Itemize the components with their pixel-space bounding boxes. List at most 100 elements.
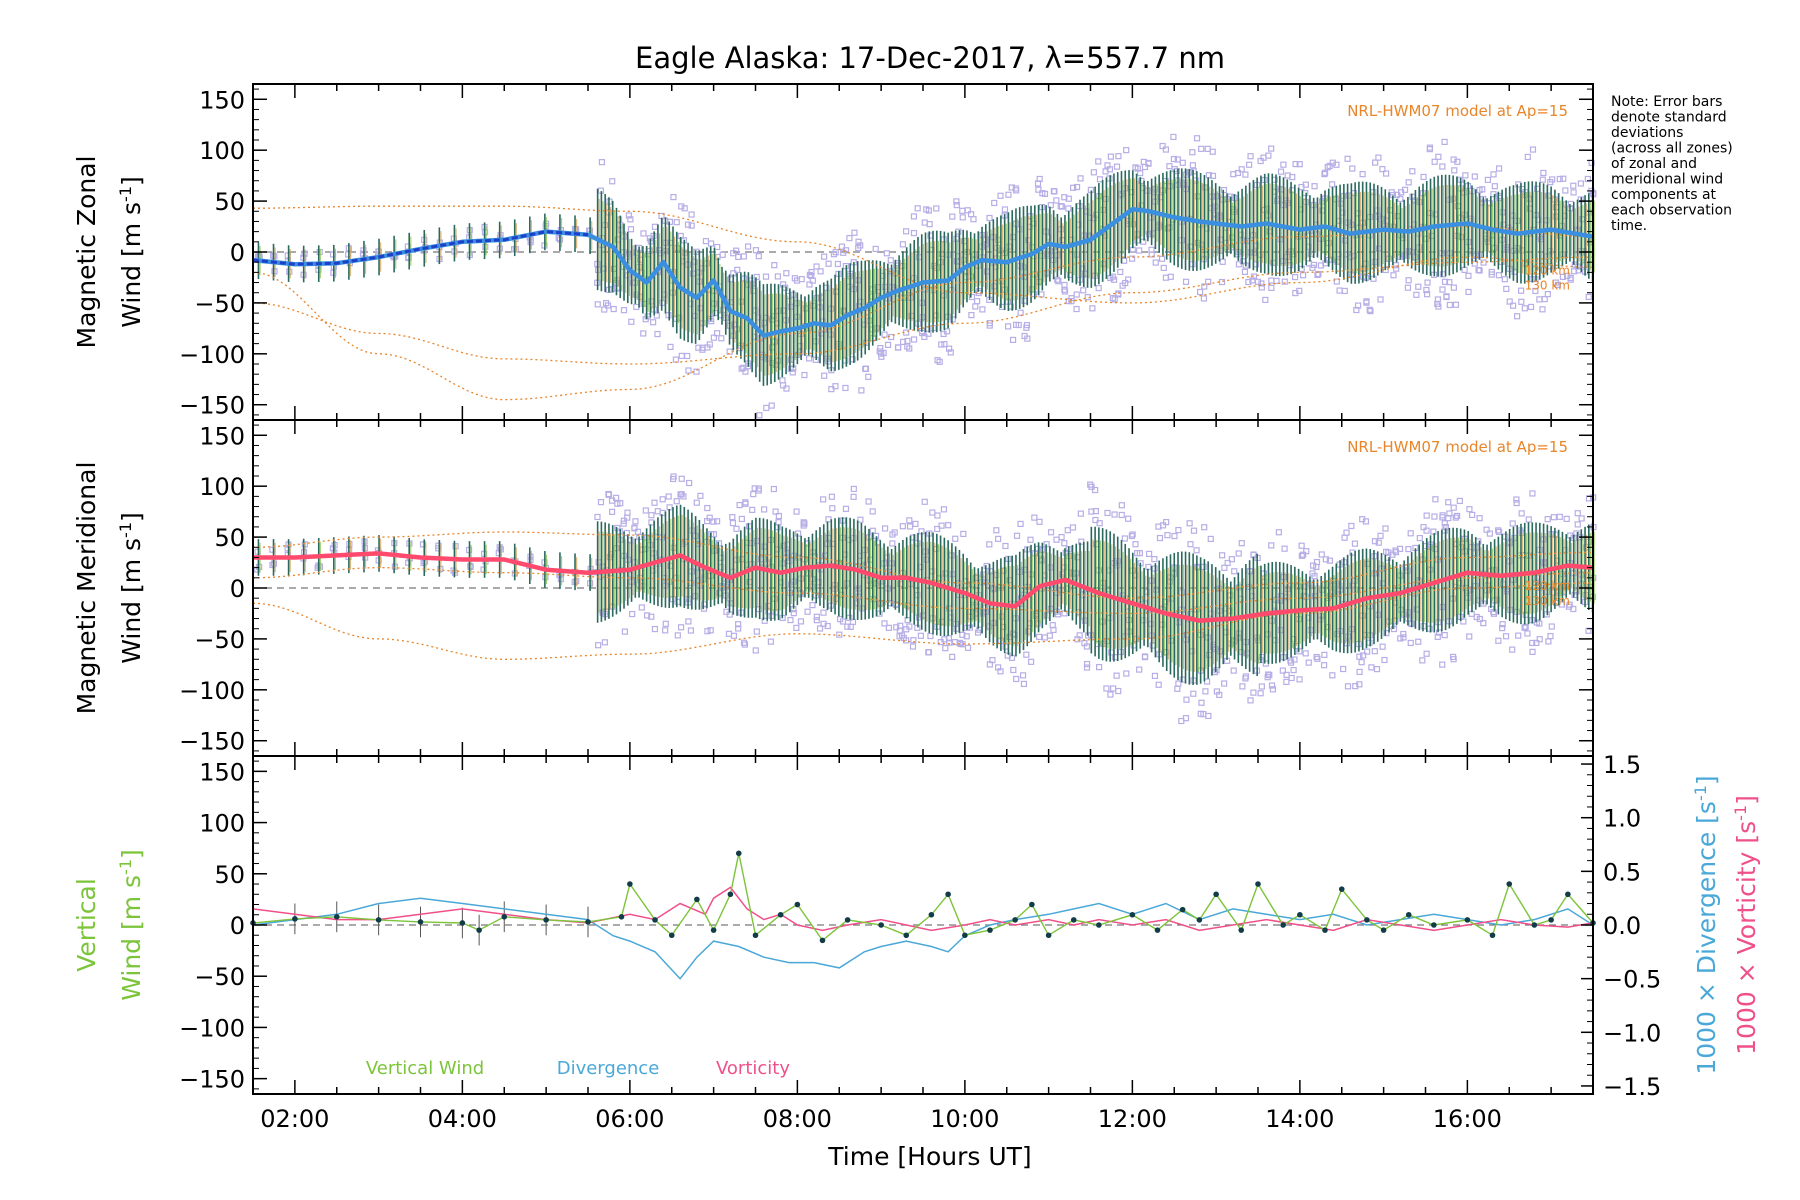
scatter-point xyxy=(693,499,700,506)
scatter-point xyxy=(1416,534,1423,542)
scatter-point xyxy=(1125,515,1132,522)
y2-divergence-label: 1000 × Divergence [s-1] xyxy=(1691,775,1722,1074)
scatter-point xyxy=(648,519,655,526)
scatter-point xyxy=(1020,680,1028,688)
scatter-point xyxy=(1529,639,1536,647)
x-tick-label: 02:00 xyxy=(260,1105,329,1133)
scatter-point xyxy=(1400,630,1407,638)
scatter-point xyxy=(1283,678,1290,686)
vertical-wind-point xyxy=(417,919,424,925)
scatter-point xyxy=(934,512,941,519)
x-tick-label: 04:00 xyxy=(428,1105,497,1133)
scatter-point xyxy=(1021,297,1028,304)
scatter-point xyxy=(605,490,612,498)
scatter-point xyxy=(734,266,741,273)
scatter-point xyxy=(1563,515,1570,522)
scatter-point xyxy=(1486,530,1493,537)
scatter-point xyxy=(872,245,879,253)
scatter-point xyxy=(674,632,681,639)
y-tick-label: 100 xyxy=(199,473,245,501)
scatter-point xyxy=(1013,532,1021,539)
scatter-point xyxy=(894,344,902,351)
scatter-point xyxy=(936,358,943,365)
x-tick-label: 08:00 xyxy=(763,1105,832,1133)
scatter-point xyxy=(631,525,638,532)
vertical-wind-point xyxy=(1096,922,1102,928)
scatter-point xyxy=(1096,176,1104,183)
scatter-point xyxy=(740,639,748,646)
scatter-point xyxy=(744,243,752,250)
x-tick-label: 10:00 xyxy=(930,1105,999,1133)
scatter-point xyxy=(1134,237,1141,244)
scatter-point xyxy=(707,627,714,634)
vertical-wind-point xyxy=(1322,927,1328,933)
scatter-point xyxy=(1328,181,1336,188)
scatter-point xyxy=(329,251,337,258)
scatter-point xyxy=(1430,528,1437,535)
scatter-point xyxy=(1302,650,1309,657)
scatter-point xyxy=(1115,290,1122,297)
scatter-point xyxy=(601,306,608,313)
scatter-point xyxy=(802,305,809,312)
vertical-wind-point xyxy=(844,917,851,923)
scatter-point xyxy=(813,263,820,270)
scatter-point xyxy=(941,341,948,348)
scatter-point xyxy=(1326,557,1333,564)
scatter-point xyxy=(1400,634,1407,641)
scatter-point xyxy=(1405,179,1412,186)
scatter-point xyxy=(1174,156,1181,163)
scatter-point xyxy=(1480,620,1487,627)
scatter-point xyxy=(952,535,959,542)
scatter-point xyxy=(609,178,616,185)
scatter-point xyxy=(1423,512,1430,519)
scatter-point xyxy=(783,385,790,392)
scatter-point xyxy=(1168,595,1175,602)
model-curve xyxy=(252,582,1593,660)
scatter-point xyxy=(1142,653,1149,660)
scatter-point xyxy=(970,216,977,223)
scatter-point xyxy=(1152,259,1159,266)
scatter-point xyxy=(1189,162,1197,169)
scatter-point xyxy=(910,213,918,220)
scatter-point xyxy=(1567,276,1574,283)
scatter-point xyxy=(1556,513,1563,520)
scatter-point xyxy=(979,571,987,578)
x-tick-label: 06:00 xyxy=(595,1105,664,1133)
scatter-point xyxy=(1061,288,1069,295)
vertical-wind-point xyxy=(752,932,759,939)
scatter-point xyxy=(1110,685,1117,692)
y-axis-label-line2: Wind [m s-1] xyxy=(116,849,147,1001)
scatter-point xyxy=(1432,496,1439,503)
y-tick-label: 0 xyxy=(230,239,245,267)
scatter-point xyxy=(1200,295,1208,302)
scatter-point xyxy=(1159,142,1166,150)
scatter-point xyxy=(633,303,640,311)
scatter-point xyxy=(857,242,864,249)
scatter-point xyxy=(832,288,840,295)
scatter-point xyxy=(925,649,932,656)
scatter-point xyxy=(1277,168,1285,175)
scatter-point xyxy=(1273,277,1280,284)
scatter-point xyxy=(1372,159,1379,166)
scatter-point xyxy=(594,513,601,521)
scatter-point xyxy=(1364,648,1371,655)
vertical-wind-point xyxy=(585,919,591,925)
scatter-point xyxy=(1540,169,1547,177)
scatter-point xyxy=(998,613,1005,620)
scatter-point xyxy=(1148,246,1155,253)
scatter-point xyxy=(1321,662,1328,669)
scatter-point xyxy=(681,205,688,212)
scatter-point xyxy=(624,509,631,516)
model-label: NRL-HWM07 model at Ap=15 xyxy=(1347,102,1568,120)
scatter-point xyxy=(1309,562,1317,569)
scatter-point xyxy=(1160,264,1167,272)
scatter-point xyxy=(680,493,687,500)
scatter-point xyxy=(706,341,713,348)
scatter-point xyxy=(1292,160,1299,168)
vertical-wind-point xyxy=(1238,927,1245,933)
scatter-point xyxy=(1069,524,1077,531)
scatter-point xyxy=(820,609,827,616)
scatter-point xyxy=(1354,302,1362,309)
model-curve xyxy=(252,225,1593,401)
